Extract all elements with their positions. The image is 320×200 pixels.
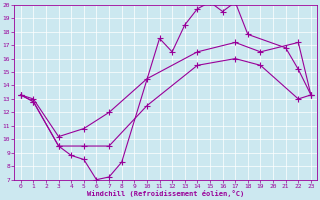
X-axis label: Windchill (Refroidissement éolien,°C): Windchill (Refroidissement éolien,°C): [87, 190, 244, 197]
